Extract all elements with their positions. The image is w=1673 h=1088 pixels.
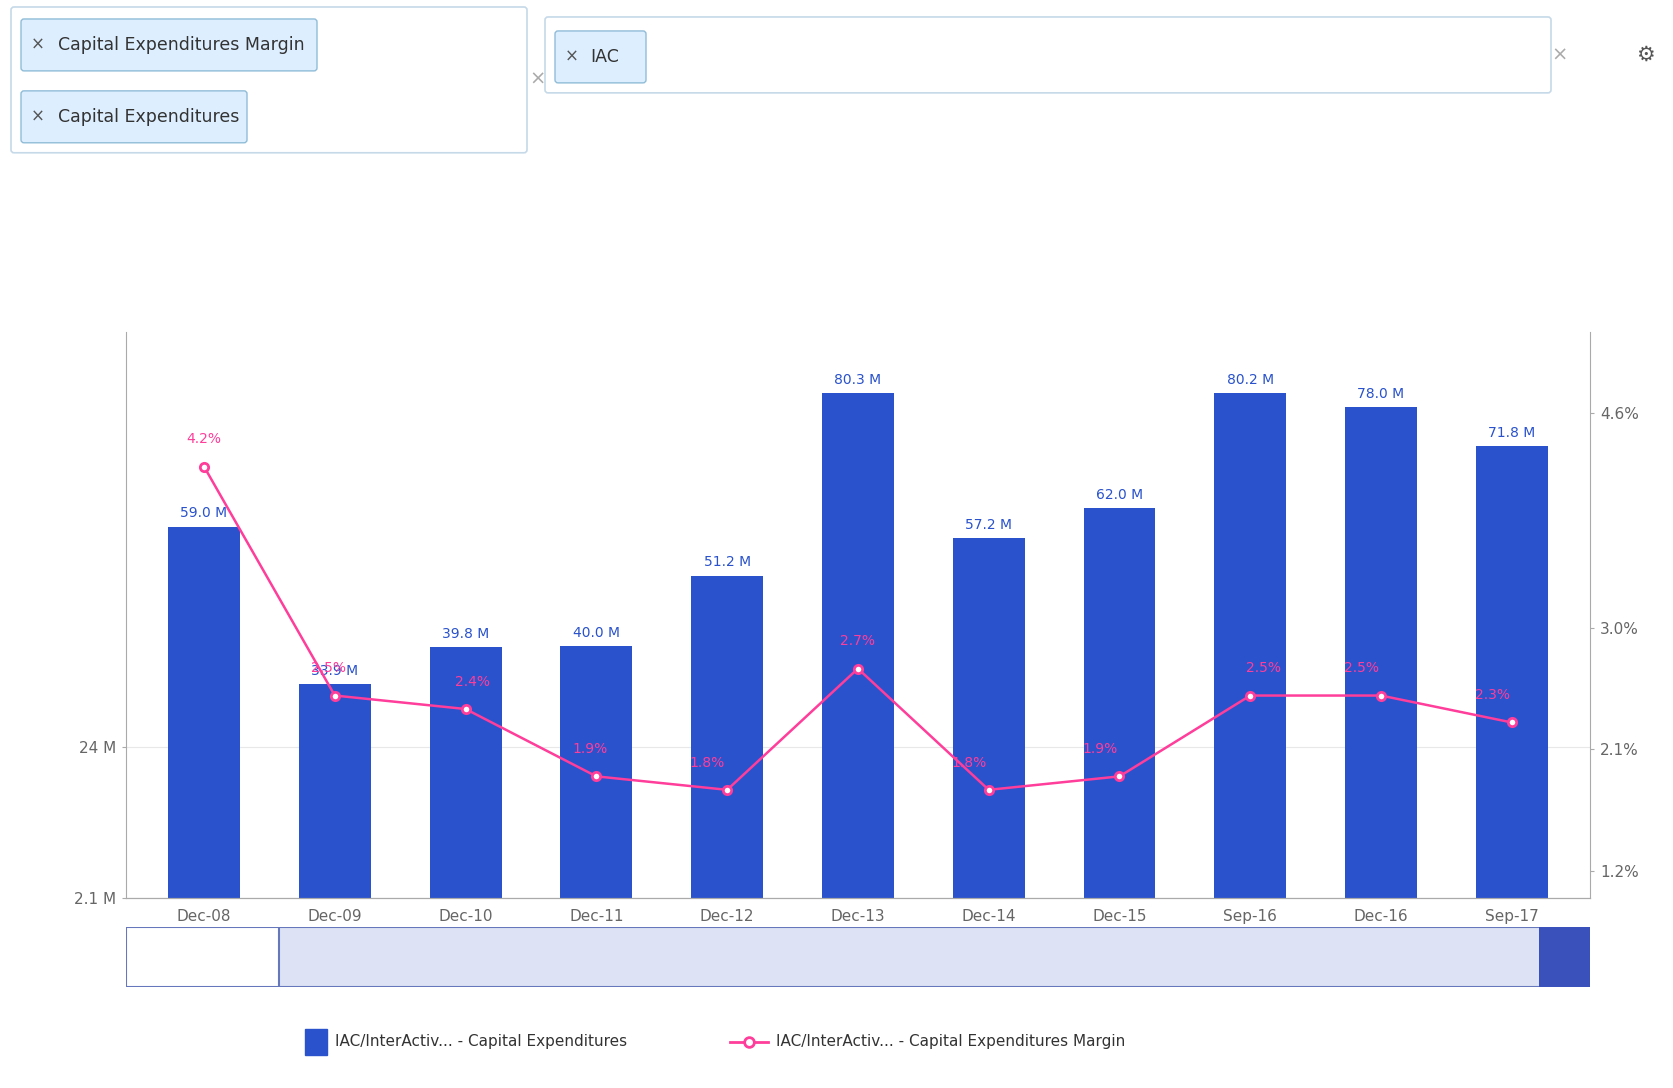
Bar xyxy=(1537,927,1589,987)
Text: 62.0 M: 62.0 M xyxy=(1096,487,1143,502)
Text: 2.5%: 2.5% xyxy=(1343,662,1379,676)
Text: 2.4%: 2.4% xyxy=(455,675,489,689)
Bar xyxy=(299,684,370,898)
Text: ×: × xyxy=(32,108,45,126)
Bar xyxy=(167,527,239,898)
FancyBboxPatch shape xyxy=(545,17,1551,92)
Text: 78.0 M: 78.0 M xyxy=(1357,387,1404,401)
Bar xyxy=(1345,407,1415,898)
Bar xyxy=(952,539,1024,898)
Bar xyxy=(430,647,502,898)
FancyBboxPatch shape xyxy=(22,91,248,143)
Text: 59.0 M: 59.0 M xyxy=(181,506,228,520)
Text: 71.8 M: 71.8 M xyxy=(1487,426,1534,440)
Text: 51.2 M: 51.2 M xyxy=(703,556,750,569)
Bar xyxy=(125,927,279,987)
Text: Capital Expenditures: Capital Expenditures xyxy=(59,108,239,126)
Bar xyxy=(1082,508,1154,898)
Text: Capital Expenditures Margin: Capital Expenditures Margin xyxy=(59,36,304,54)
Text: ⚙: ⚙ xyxy=(1635,45,1653,65)
Text: 33.9 M: 33.9 M xyxy=(311,664,358,678)
Text: 2.5%: 2.5% xyxy=(1245,662,1280,676)
Text: 2.3%: 2.3% xyxy=(1474,689,1509,702)
Bar xyxy=(691,576,763,898)
Text: 80.2 M: 80.2 M xyxy=(1226,373,1273,387)
Bar xyxy=(560,646,632,898)
Text: 80.3 M: 80.3 M xyxy=(833,372,882,386)
Text: 40.0 M: 40.0 M xyxy=(572,626,619,640)
Text: 1.9%: 1.9% xyxy=(572,742,607,756)
Text: IAC/InterActiv... - Capital Expenditures: IAC/InterActiv... - Capital Expenditures xyxy=(335,1035,627,1049)
Text: IAC: IAC xyxy=(589,48,619,66)
Text: 1.8%: 1.8% xyxy=(689,756,724,769)
Text: ×: × xyxy=(1551,46,1568,64)
Text: 1.9%: 1.9% xyxy=(1082,742,1118,756)
FancyBboxPatch shape xyxy=(12,7,527,152)
Text: 1.8%: 1.8% xyxy=(950,756,985,769)
Text: 2.7%: 2.7% xyxy=(840,634,875,648)
FancyBboxPatch shape xyxy=(555,30,646,83)
Text: IAC/InterActiv... - Capital Expenditures Margin: IAC/InterActiv... - Capital Expenditures… xyxy=(776,1035,1124,1049)
Bar xyxy=(821,393,893,898)
Text: 2.5%: 2.5% xyxy=(311,662,346,676)
Bar xyxy=(304,1028,326,1055)
Text: 39.8 M: 39.8 M xyxy=(442,627,489,641)
Bar xyxy=(1476,446,1548,898)
Bar xyxy=(1213,394,1285,898)
Text: ×: × xyxy=(32,36,45,54)
Text: ×: × xyxy=(529,70,545,88)
FancyBboxPatch shape xyxy=(22,18,316,71)
Text: 4.2%: 4.2% xyxy=(186,432,221,446)
Text: 57.2 M: 57.2 M xyxy=(965,518,1012,532)
Text: ×: × xyxy=(565,48,579,66)
